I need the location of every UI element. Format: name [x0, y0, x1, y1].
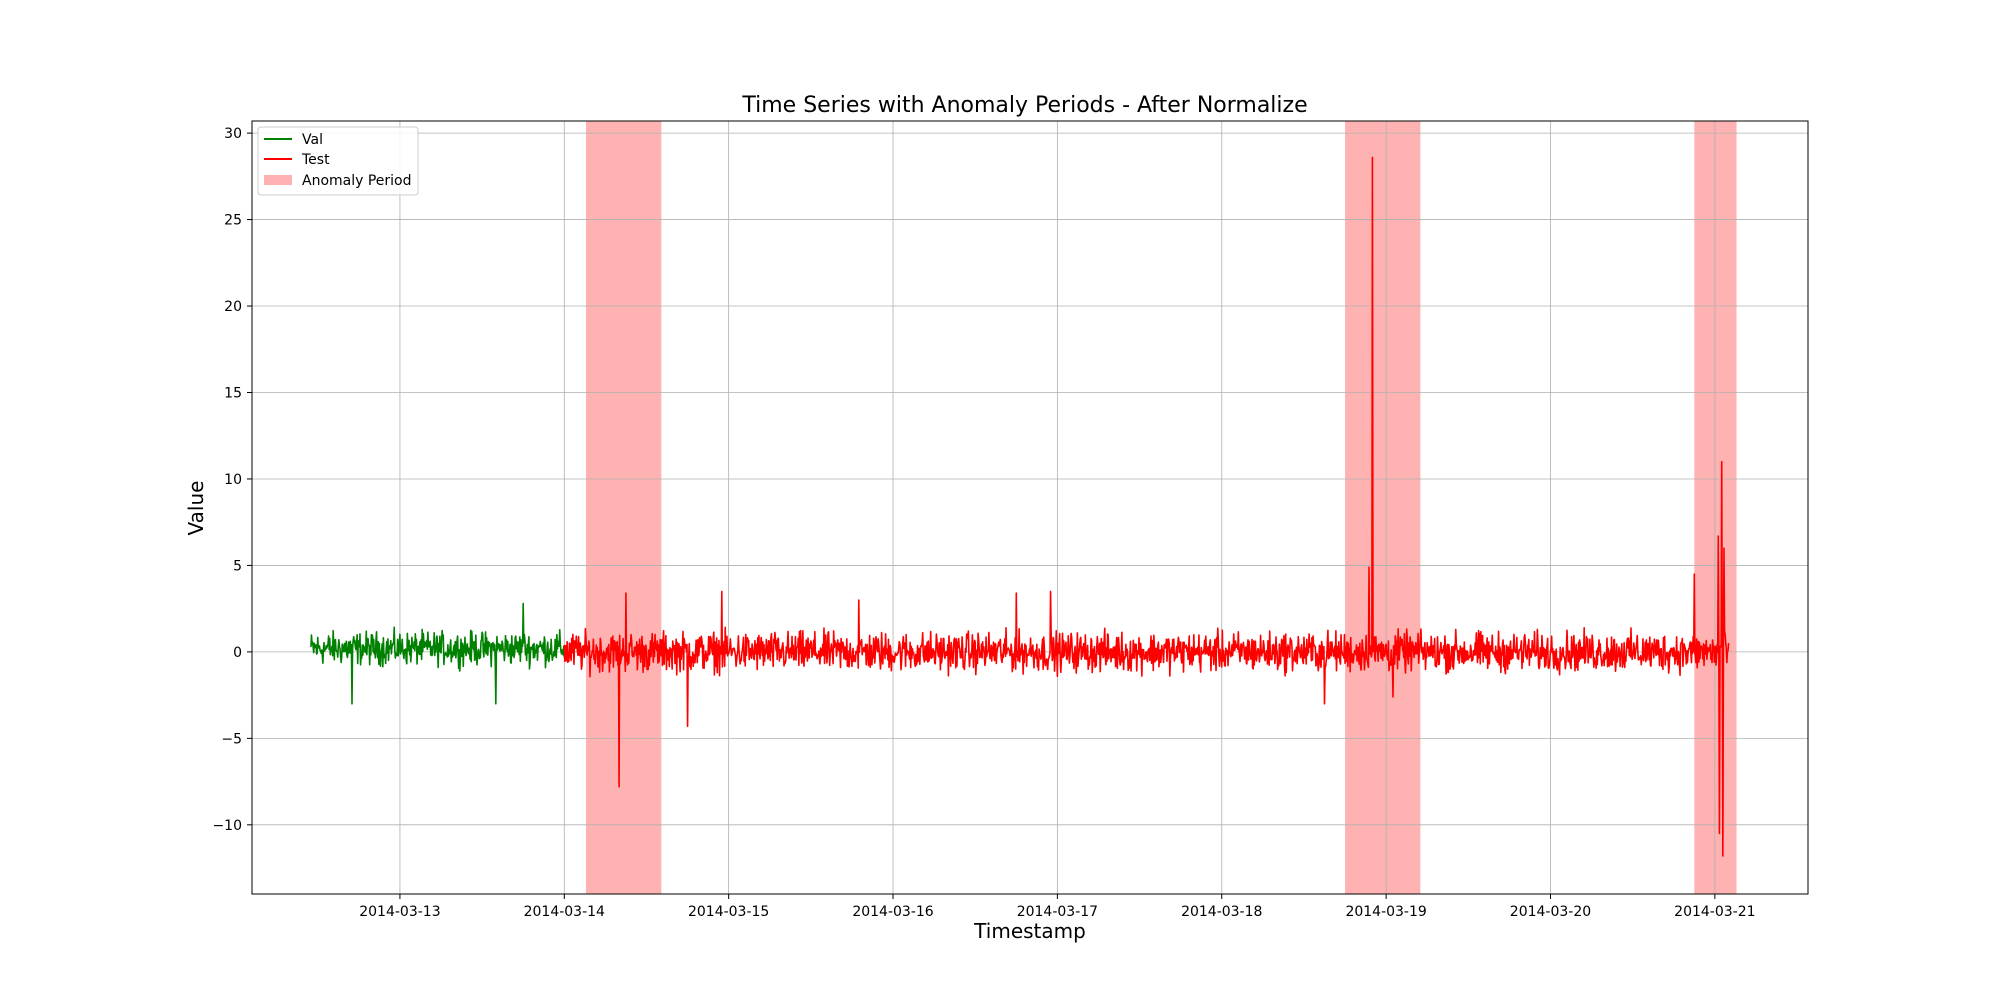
x-tick-label: 2014-03-17: [1017, 904, 1098, 920]
y-tick-label: 30: [224, 126, 242, 142]
x-tick-label: 2014-03-19: [1345, 904, 1426, 920]
grid-lines: [252, 121, 1808, 894]
y-tick-label: 20: [224, 299, 242, 315]
anomaly-period-1: [585, 121, 662, 894]
anomaly-period-3: [1694, 121, 1737, 894]
x-tick-label: 2014-03-20: [1510, 904, 1591, 920]
anomaly-period-2: [1345, 121, 1421, 894]
series-line-test: [563, 156, 1730, 857]
y-axis-title: Value: [184, 481, 208, 536]
y-tick-label: 5: [233, 558, 242, 574]
chart-title: Time Series with Anomaly Periods - After…: [741, 93, 1307, 118]
y-tick-label: 25: [224, 213, 242, 229]
y-tick-label: −5: [221, 731, 242, 747]
legend-test-label: Test: [301, 152, 330, 168]
legend-box: [257, 126, 419, 196]
y-axis-ticks: 30 25 20 15 10 5 0 −5 −10: [212, 126, 252, 834]
legend-anomaly-swatch: [264, 175, 292, 185]
x-axis-ticks: 2014-03-13 2014-03-14 2014-03-15 2014-03-16…: [359, 894, 1756, 920]
y-tick-label: −10: [212, 818, 242, 834]
x-tick-label: 2014-03-18: [1181, 904, 1262, 920]
x-tick-label: 2014-03-21: [1674, 904, 1755, 920]
legend-anomaly-label: Anomaly Period: [302, 173, 412, 189]
x-axis-title: Timestamp: [973, 919, 1086, 943]
series-line-val: [310, 602, 566, 705]
anomaly-periods: [585, 121, 1737, 894]
y-tick-label: 10: [224, 472, 242, 488]
x-tick-label: 2014-03-14: [524, 904, 605, 920]
y-tick-label: 0: [233, 645, 242, 661]
plot-frame: [251, 120, 1809, 895]
x-tick-label: 2014-03-16: [852, 904, 933, 920]
y-tick-label: 15: [224, 386, 242, 402]
legend-val-label: Val: [302, 132, 323, 148]
data-series: [310, 156, 1730, 857]
x-tick-label: 2014-03-15: [688, 904, 769, 920]
legend: Val Test Anomaly Period: [257, 126, 419, 196]
x-tick-label: 2014-03-13: [359, 904, 440, 920]
